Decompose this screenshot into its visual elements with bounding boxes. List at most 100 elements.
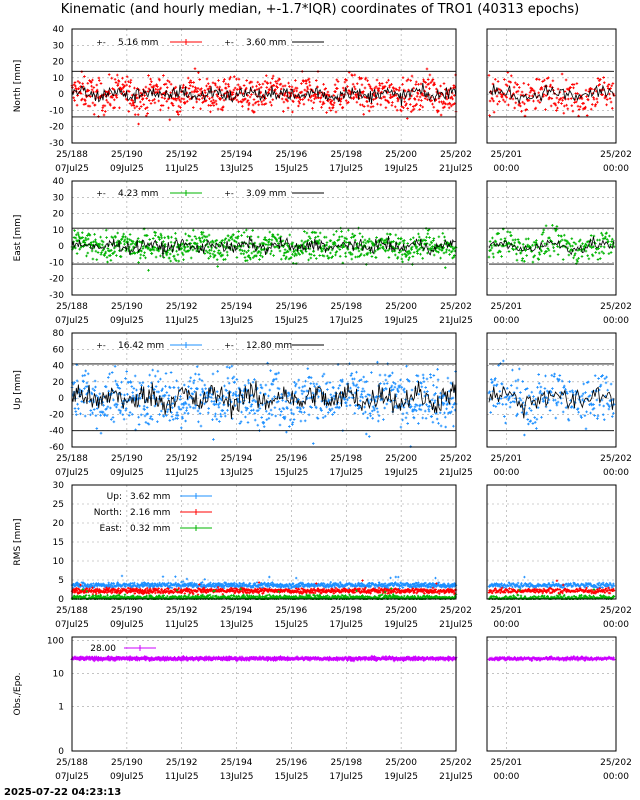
x-tick-label: 25/202 <box>440 150 472 160</box>
legend-marker: +- <box>96 38 106 47</box>
y-axis-label: Obs./Epo. <box>13 673 23 716</box>
x-date-label: 19Jul25 <box>384 164 418 174</box>
x-date-label: 09Jul25 <box>110 316 144 326</box>
plot-frame-zoom <box>486 180 617 296</box>
legend-label: Up: <box>107 492 122 502</box>
y-tick-label: 30 <box>53 193 65 203</box>
x-date-label: 11Jul25 <box>165 164 199 174</box>
x-tick-label: 25/196 <box>276 150 308 160</box>
y-tick-label: 0 <box>58 394 64 404</box>
y-tick-label: 15 <box>53 538 64 548</box>
x-date-label: 13Jul25 <box>220 772 254 782</box>
obs-points <box>70 654 458 663</box>
x-date-label: 11Jul25 <box>165 772 199 782</box>
x-date-label: 00:00 <box>603 468 629 478</box>
x-tick-label: 25/202 <box>600 758 632 768</box>
legend-label: 3.09 mm <box>246 189 286 199</box>
legend-marker: +- <box>224 341 234 350</box>
y-axis-label: North [mm] <box>13 60 23 113</box>
x-tick-label: 25/196 <box>276 302 308 312</box>
x-date-label: 00:00 <box>493 316 519 326</box>
y-tick-label: 10 <box>53 74 65 84</box>
plot-frame-zoom <box>486 484 617 600</box>
x-date-label: 19Jul25 <box>384 468 418 478</box>
x-date-label: 17Jul25 <box>329 468 363 478</box>
x-tick-label: 25/202 <box>440 758 472 768</box>
x-date-label: 21Jul25 <box>439 620 473 630</box>
y-tick-label: 40 <box>53 177 65 187</box>
plot-frame-zoom <box>486 332 617 448</box>
x-tick-label: 25/200 <box>385 454 417 464</box>
y-tick-label: 100 <box>47 636 64 646</box>
legend-marker: +- <box>96 189 106 198</box>
x-tick-label: 25/192 <box>166 454 198 464</box>
x-tick-label: 25/196 <box>276 454 308 464</box>
timestamp: 2025-07-22 04:23:13 <box>4 787 122 798</box>
y-tick-label: -20 <box>49 123 64 133</box>
x-tick-label: 25/194 <box>221 606 253 616</box>
median-line <box>71 236 457 258</box>
x-tick-label: 25/201 <box>491 758 523 768</box>
x-tick-label: 25/202 <box>440 606 472 616</box>
x-tick-label: 25/201 <box>491 302 523 312</box>
x-tick-label: 25/194 <box>221 454 253 464</box>
x-date-label: 17Jul25 <box>329 164 363 174</box>
x-tick-label: 25/194 <box>221 758 253 768</box>
x-date-label: 09Jul25 <box>110 164 144 174</box>
zoom-north-points <box>487 71 616 118</box>
panel-obsepo: 25/188 07Jul25 25/190 09Jul25 25/192 11Jul25 2… <box>13 636 632 782</box>
legend-value: 2.16 mm <box>130 508 170 518</box>
y-tick-label: 30 <box>53 481 65 491</box>
x-tick-label: 25/190 <box>111 606 143 616</box>
x-date-label: 00:00 <box>603 620 629 630</box>
x-date-label: 00:00 <box>603 164 629 174</box>
y-tick-label: -40 <box>49 427 64 437</box>
y-tick-label: 10 <box>53 557 65 567</box>
x-date-label: 13Jul25 <box>220 620 254 630</box>
y-tick-label: 10 <box>53 226 65 236</box>
x-tick-label: 25/202 <box>440 454 472 464</box>
x-date-label: 00:00 <box>493 468 519 478</box>
y-tick-label: -30 <box>49 291 64 301</box>
y-tick-label: 10 <box>53 669 65 679</box>
x-date-label: 15Jul25 <box>275 316 309 326</box>
x-tick-label: 25/190 <box>111 758 143 768</box>
y-tick-label: 60 <box>53 345 65 355</box>
x-date-label: 15Jul25 <box>275 164 309 174</box>
x-date-label: 00:00 <box>603 772 629 782</box>
x-tick-label: 25/202 <box>600 606 632 616</box>
legend-label: 4.23 mm <box>118 189 158 199</box>
y-tick-label: -10 <box>49 106 64 116</box>
x-date-label: 11Jul25 <box>165 316 199 326</box>
legend-value: 0.32 mm <box>130 524 170 534</box>
y-tick-label: 80 <box>53 329 65 339</box>
zoom-median-line <box>488 385 615 419</box>
y-tick-label: 0 <box>58 90 64 100</box>
x-tick-label: 25/201 <box>491 606 523 616</box>
x-tick-label: 25/194 <box>221 150 253 160</box>
x-tick-label: 25/196 <box>276 758 308 768</box>
panel-north: 25/188 07Jul25 25/190 09Jul25 25/192 11Jul25 2… <box>13 25 632 174</box>
y-tick-label: 20 <box>53 378 65 388</box>
x-tick-label: 25/198 <box>330 606 362 616</box>
x-date-label: 07Jul25 <box>55 620 89 630</box>
x-date-label: 07Jul25 <box>55 468 89 478</box>
legend-label: 28.00 <box>90 644 116 654</box>
y-tick-label: 40 <box>53 25 65 35</box>
x-tick-label: 25/192 <box>166 758 198 768</box>
x-date-label: 09Jul25 <box>110 468 144 478</box>
legend-marker: +- <box>224 38 234 47</box>
y-tick-label: 20 <box>53 519 65 529</box>
rms-series-north <box>487 579 616 596</box>
x-date-label: 15Jul25 <box>275 620 309 630</box>
x-tick-label: 25/192 <box>166 606 198 616</box>
y-tick-label: 0 <box>58 595 64 605</box>
x-tick-label: 25/202 <box>440 302 472 312</box>
legend-label: 16.42 mm <box>118 341 164 351</box>
zoom-median-line <box>488 84 615 104</box>
x-date-label: 00:00 <box>493 620 519 630</box>
x-tick-label: 25/188 <box>56 758 88 768</box>
x-tick-label: 25/188 <box>56 606 88 616</box>
chart-title: Kinematic (and hourly median, +-1.7*IQR)… <box>60 2 580 17</box>
